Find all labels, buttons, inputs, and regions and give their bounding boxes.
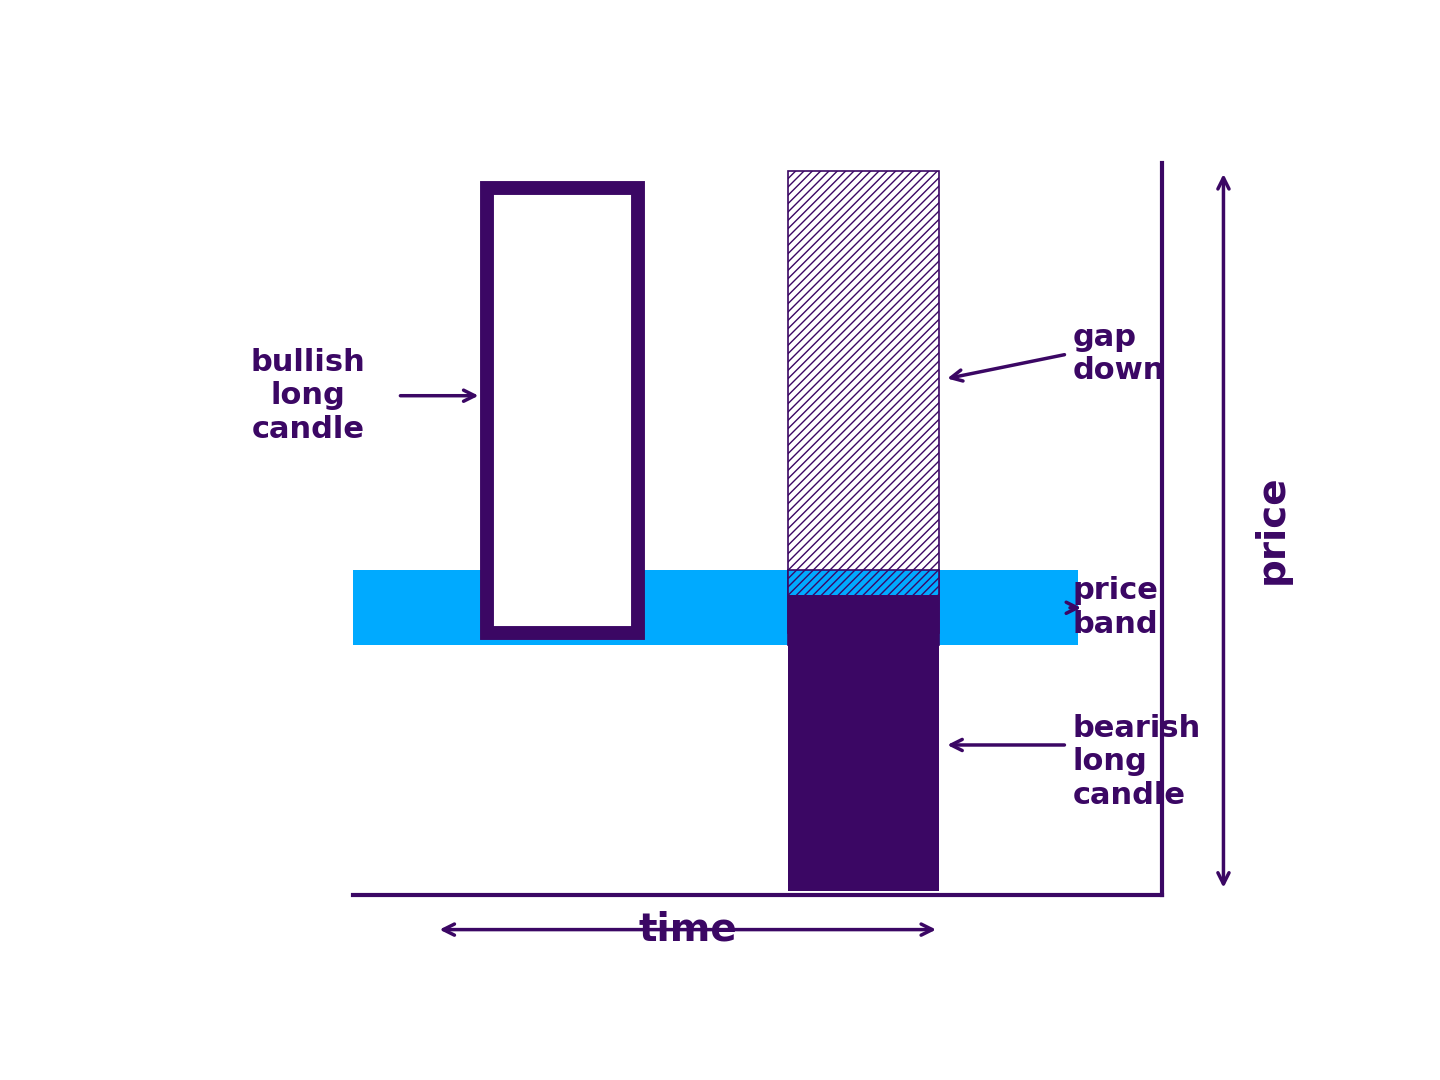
Bar [788, 171, 939, 633]
Text: gap
down: gap down [1073, 323, 1165, 386]
Bar [788, 171, 939, 633]
Bar [788, 595, 939, 891]
Text: bullish
long
candle: bullish long candle [251, 348, 366, 444]
Bar [788, 570, 939, 645]
Text: price
band: price band [1073, 577, 1159, 639]
Text: bearish
long
candle: bearish long candle [1073, 714, 1201, 810]
Bar [487, 188, 638, 633]
Text: time: time [638, 910, 737, 948]
Text: price: price [1253, 474, 1290, 583]
Bar [353, 570, 1079, 645]
Bar [788, 570, 939, 645]
